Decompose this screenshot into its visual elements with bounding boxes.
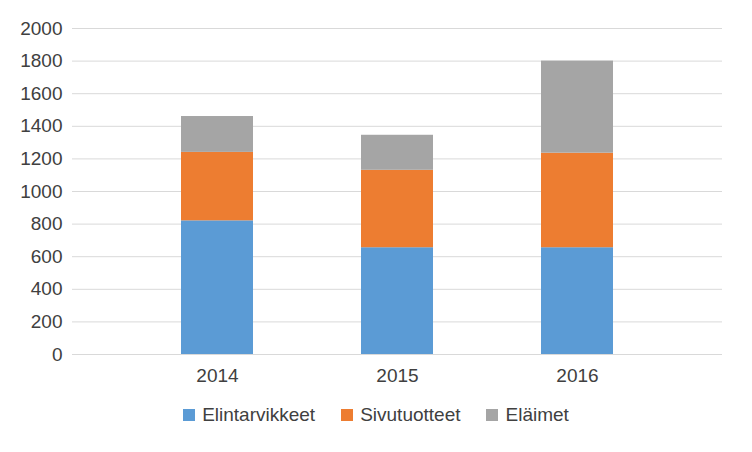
svg-text:1600: 1600: [20, 83, 62, 104]
svg-text:2015: 2015: [376, 365, 418, 386]
svg-text:1000: 1000: [20, 181, 62, 202]
svg-text:2000: 2000: [20, 18, 62, 39]
svg-text:2016: 2016: [556, 365, 598, 386]
svg-text:1800: 1800: [20, 50, 62, 71]
svg-text:1200: 1200: [20, 148, 62, 169]
svg-text:400: 400: [31, 278, 63, 299]
html-text:Eläimet: Eläimet: [505, 404, 569, 425]
svg-text:200: 200: [31, 311, 63, 332]
svg-text:600: 600: [31, 246, 63, 267]
svg-text:2014: 2014: [196, 365, 239, 386]
svg-text:0: 0: [52, 344, 63, 365]
html-text:Elintarvikkeet: Elintarvikkeet: [202, 404, 316, 425]
svg-text:1400: 1400: [20, 115, 62, 136]
svg-text:800: 800: [31, 213, 63, 234]
html-text:Sivutuotteet: Sivutuotteet: [360, 404, 461, 425]
